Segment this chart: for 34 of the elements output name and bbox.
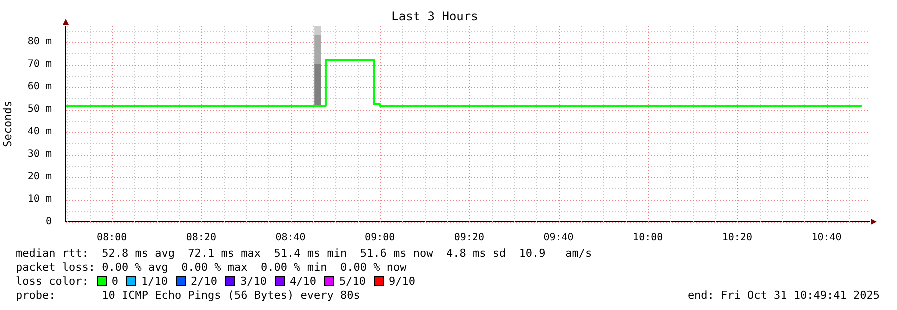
x-tick-label: 08:20	[186, 232, 216, 244]
text: probe: 10 ICMP Echo Pings (56 Bytes) every 80s	[16, 289, 360, 302]
x-tick-label: 08:40	[276, 232, 306, 244]
text: 9/10	[388, 275, 416, 288]
text: 1/10	[141, 275, 168, 288]
bar	[314, 64, 322, 106]
y-axis-title: Seconds	[1, 101, 14, 148]
y-tick-label: 0	[46, 216, 52, 228]
y-tick-label: 30 m	[28, 149, 52, 160]
x-tick-label: 09:40	[544, 232, 574, 244]
x-tick-label: 10:40	[812, 232, 842, 244]
x-tick-label: 08:00	[97, 232, 128, 244]
text: 4/10	[290, 275, 316, 288]
y-tick-label: 40 m	[28, 126, 52, 138]
y-tick-label: 60 m	[28, 82, 52, 93]
x-tick-label: 10:00	[633, 232, 664, 244]
bar	[314, 35, 322, 65]
y-tick-label: 20 m	[28, 172, 52, 183]
text: 5/10	[339, 275, 366, 288]
x-tick-label: 09:00	[365, 232, 396, 244]
y-tick-label: 70 m	[28, 59, 52, 70]
x-tick-label: 10:20	[722, 232, 752, 244]
text: 2/10	[190, 275, 218, 288]
text: end: Fri Oct 31 10:49:41 2025	[688, 289, 880, 303]
chart-title: Last 3 Hours	[392, 9, 478, 24]
text: median rtt: 52.8 ms avg 72.1 ms max 51.4 ms min 51.6 ms now 4.8 ms sd 10.9 am/s	[16, 247, 592, 260]
y-tick-label: 80 m	[28, 36, 52, 48]
text: 3/10	[240, 275, 267, 288]
text: loss color:	[16, 275, 89, 288]
text: 0	[112, 275, 118, 288]
y-tick-label: 10 m	[28, 194, 52, 206]
text: packet loss: 0.00 % avg 0.00 % max 0.00 % min 0.00 % now	[16, 261, 407, 274]
y-tick-label: 50 m	[28, 104, 52, 116]
x-tick-label: 09:20	[454, 232, 484, 244]
